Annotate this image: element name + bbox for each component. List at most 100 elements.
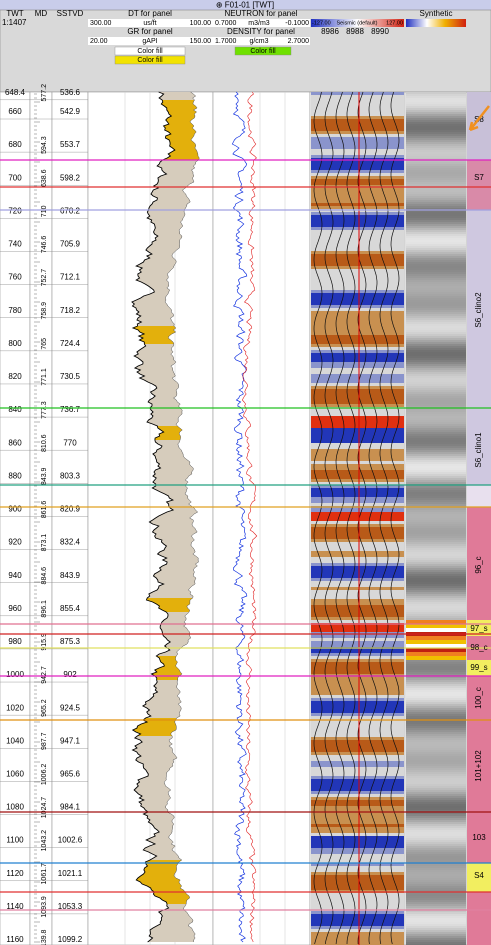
synthetic-band bbox=[406, 742, 466, 744]
synthetic-band bbox=[406, 822, 466, 824]
synthetic-band bbox=[406, 768, 466, 770]
synthetic-band bbox=[406, 688, 466, 690]
synthetic-band bbox=[406, 106, 466, 108]
sstvd-label: 984.1 bbox=[60, 803, 81, 812]
formation-label: 100_c bbox=[474, 687, 483, 709]
synthetic-band bbox=[406, 254, 466, 256]
synthetic-band bbox=[406, 182, 466, 184]
seismic-band bbox=[311, 788, 404, 791]
trace-label: 8990 bbox=[371, 27, 389, 36]
seismic-band bbox=[311, 539, 404, 542]
synthetic-band bbox=[406, 488, 466, 490]
seismic-band bbox=[311, 731, 404, 734]
synthetic-band bbox=[406, 398, 466, 400]
md-label: 765 bbox=[41, 338, 48, 350]
seismic-band bbox=[311, 278, 404, 281]
sstvd-label: 598.2 bbox=[60, 173, 81, 182]
synthetic-band bbox=[406, 540, 466, 542]
synthetic-band bbox=[406, 196, 466, 198]
seismic-band bbox=[311, 302, 404, 305]
seismic-band bbox=[311, 566, 404, 569]
seismic-band bbox=[311, 866, 404, 869]
synthetic-band bbox=[406, 870, 466, 872]
synthetic-band bbox=[406, 308, 466, 310]
synthetic-band bbox=[406, 548, 466, 550]
synthetic-band bbox=[406, 228, 466, 230]
seismic-band bbox=[311, 887, 404, 890]
synthetic-band bbox=[406, 180, 466, 182]
synthetic-band bbox=[406, 940, 466, 942]
seismic-band bbox=[311, 206, 404, 209]
formation-zone bbox=[467, 892, 491, 945]
seismic-band bbox=[311, 512, 404, 515]
synthetic-band bbox=[406, 656, 466, 658]
synthetic-band bbox=[406, 396, 466, 398]
synthetic-band bbox=[406, 740, 466, 742]
sstvd-label: 832.4 bbox=[60, 538, 81, 547]
md-label: 710 bbox=[41, 205, 48, 217]
sstvd-label: 1099.2 bbox=[58, 935, 83, 944]
synthetic-band bbox=[406, 462, 466, 464]
synthetic-band bbox=[406, 922, 466, 924]
seismic-band bbox=[311, 350, 404, 353]
synthetic-band bbox=[406, 468, 466, 470]
synthetic-band bbox=[406, 832, 466, 834]
seismic-band bbox=[311, 140, 404, 143]
twt-label: 760 bbox=[8, 273, 22, 282]
seismic-band bbox=[311, 143, 404, 146]
synthetic-band bbox=[406, 644, 466, 646]
synthetic-band bbox=[406, 144, 466, 146]
seismic-band bbox=[311, 287, 404, 290]
synthetic-band bbox=[406, 750, 466, 752]
header-label: Color fill bbox=[250, 48, 276, 55]
synthetic-band bbox=[406, 726, 466, 728]
md-label: 752.7 bbox=[41, 269, 48, 287]
synthetic-band bbox=[406, 376, 466, 378]
header-label: -0.1000 bbox=[285, 20, 309, 27]
seismic-band bbox=[311, 167, 404, 170]
synthetic-band bbox=[406, 838, 466, 840]
seismic-band bbox=[311, 608, 404, 611]
twt-label: 780 bbox=[8, 306, 22, 315]
seismic-band bbox=[311, 680, 404, 683]
synthetic-band bbox=[406, 418, 466, 420]
synthetic-band bbox=[406, 348, 466, 350]
seismic-band bbox=[311, 584, 404, 587]
seismic-band bbox=[311, 95, 404, 98]
synthetic-band bbox=[406, 108, 466, 110]
seismic-band bbox=[311, 374, 404, 377]
synthetic-band bbox=[406, 346, 466, 348]
track bbox=[52, 92, 88, 945]
synthetic-band bbox=[406, 438, 466, 440]
md-label: 987.7 bbox=[41, 732, 48, 750]
seismic-band bbox=[311, 125, 404, 128]
seismic-band bbox=[311, 98, 404, 101]
seismic-band bbox=[311, 248, 404, 251]
synthetic-band bbox=[406, 604, 466, 606]
synthetic-band bbox=[406, 112, 466, 114]
synthetic-band bbox=[406, 300, 466, 302]
synthetic-band bbox=[406, 486, 466, 488]
seismic-band bbox=[311, 932, 404, 935]
seismic-band bbox=[311, 368, 404, 371]
synthetic-band bbox=[406, 140, 466, 142]
synthetic-band bbox=[406, 510, 466, 512]
synthetic-band bbox=[406, 736, 466, 738]
synthetic-band bbox=[406, 830, 466, 832]
synthetic-band bbox=[406, 574, 466, 576]
synthetic-band bbox=[406, 390, 466, 392]
seismic-band bbox=[311, 110, 404, 113]
seismic-band bbox=[311, 341, 404, 344]
synthetic-band bbox=[406, 190, 466, 192]
seismic-band bbox=[311, 839, 404, 842]
synthetic-band bbox=[406, 162, 466, 164]
sstvd-label: 947.1 bbox=[60, 736, 81, 745]
twt-label: 1060 bbox=[6, 770, 24, 779]
seismic-band bbox=[311, 710, 404, 713]
synthetic-band bbox=[406, 236, 466, 238]
synthetic-band bbox=[406, 848, 466, 850]
synthetic-band bbox=[406, 618, 466, 620]
seismic-band bbox=[311, 293, 404, 296]
seismic-band bbox=[311, 938, 404, 941]
seismic-band bbox=[311, 509, 404, 512]
